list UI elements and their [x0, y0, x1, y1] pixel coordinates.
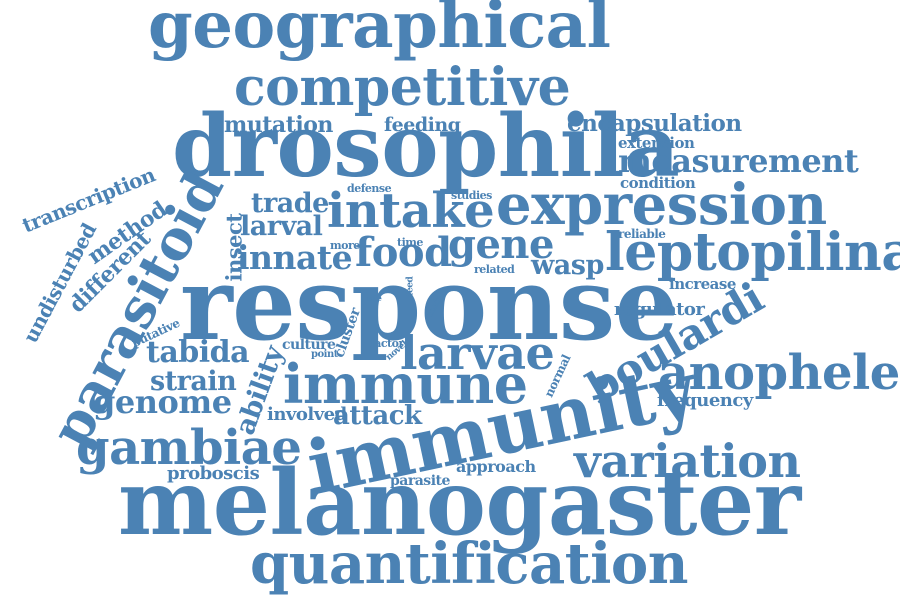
- word-gene: gene: [448, 221, 554, 268]
- word-leptopilina: leptopilina: [605, 222, 900, 283]
- word-condition: condition: [620, 174, 696, 192]
- word-involved: involved: [267, 404, 347, 425]
- word-anophele: anophele: [658, 345, 900, 401]
- word-measurement: measurement: [618, 142, 859, 180]
- word-intake: intake: [327, 183, 495, 239]
- word-approach: approach: [456, 457, 536, 476]
- word-parasite: parasite: [390, 473, 450, 489]
- word-melanogaster: melanogaster: [118, 450, 801, 556]
- word-proboscis: proboscis: [167, 463, 260, 484]
- word-site: site: [367, 293, 382, 303]
- word-mutation: mutation: [224, 112, 333, 138]
- word-encapsulation: encapsulation: [567, 110, 742, 137]
- word-feed: feed: [405, 276, 416, 297]
- word-geographical: geographical: [148, 0, 611, 63]
- word-studies: studies: [451, 189, 492, 202]
- word-wasp: wasp: [531, 250, 604, 281]
- word-related: related: [474, 263, 515, 276]
- word-innate: innate: [237, 238, 353, 277]
- word-immune: immune: [283, 352, 528, 416]
- word-genome: genome: [93, 383, 232, 421]
- word-defense: defense: [347, 182, 392, 195]
- word-food: food: [355, 229, 452, 276]
- word-extension: extension: [618, 134, 695, 152]
- word-time: time: [397, 236, 423, 249]
- word-more: more: [330, 239, 360, 252]
- word-attack: attack: [333, 401, 422, 431]
- word-trade: trade: [251, 188, 329, 219]
- word-increase: increase: [669, 275, 736, 293]
- word-strain: strain: [150, 366, 237, 397]
- word-expression: expression: [496, 172, 827, 238]
- word-point: point: [311, 349, 338, 360]
- word-quantification: quantification: [250, 531, 688, 597]
- word-larvae: larvae: [400, 326, 555, 380]
- word-response: response: [180, 245, 678, 363]
- word-regulator: regulator: [614, 299, 705, 320]
- word-factor: factor: [370, 337, 404, 350]
- word-larval: larval: [240, 211, 323, 242]
- word-reliable: reliable: [618, 227, 666, 241]
- word-competitive: competitive: [234, 57, 571, 118]
- word-culture: culture: [282, 337, 336, 353]
- word-frequency: frequency: [657, 390, 753, 411]
- word-gambiae: gambiae: [76, 420, 302, 476]
- word-variation: variation: [574, 434, 801, 488]
- word-drosophila: drosophila: [172, 96, 680, 197]
- word-feeding: feeding: [384, 114, 461, 136]
- word-tabida: tabida: [146, 335, 250, 370]
